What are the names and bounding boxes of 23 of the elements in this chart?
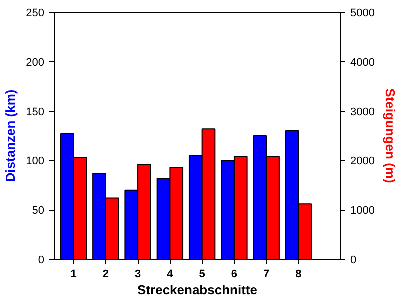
- x-tick-label: 4: [167, 268, 174, 280]
- x-tick-label: 2: [102, 268, 109, 280]
- x-tick-label: 6: [231, 268, 238, 280]
- x-tick-label: 8: [296, 268, 302, 280]
- y2-axis-title: Steigungen (m): [382, 88, 398, 184]
- y-tick-label: 200: [26, 56, 45, 69]
- x-tick-label: 3: [134, 268, 142, 280]
- y2-tick-label: 2000: [350, 156, 375, 168]
- y2-tick-label: 0: [350, 254, 357, 266]
- y2-tick-label: 5000: [350, 8, 375, 20]
- x-tick-label: 1: [70, 268, 77, 280]
- y-tick-label: 150: [26, 106, 45, 118]
- x-tick-label: 5: [199, 268, 206, 280]
- y-axis-title: Distanzen (km): [3, 90, 18, 182]
- y-tick-label: 0: [38, 254, 45, 266]
- y2-tick-label: 3000: [350, 106, 375, 118]
- x-tick-label: 7: [264, 268, 270, 280]
- x-axis-title: Streckenabschnitte: [138, 282, 258, 298]
- y2-tick-label: 1000: [350, 205, 375, 218]
- y-tick-label: 50: [32, 205, 45, 218]
- y-tick-label: 100: [26, 156, 45, 168]
- y-tick-label: 250: [26, 8, 45, 20]
- y2-tick-label: 4000: [350, 56, 375, 69]
